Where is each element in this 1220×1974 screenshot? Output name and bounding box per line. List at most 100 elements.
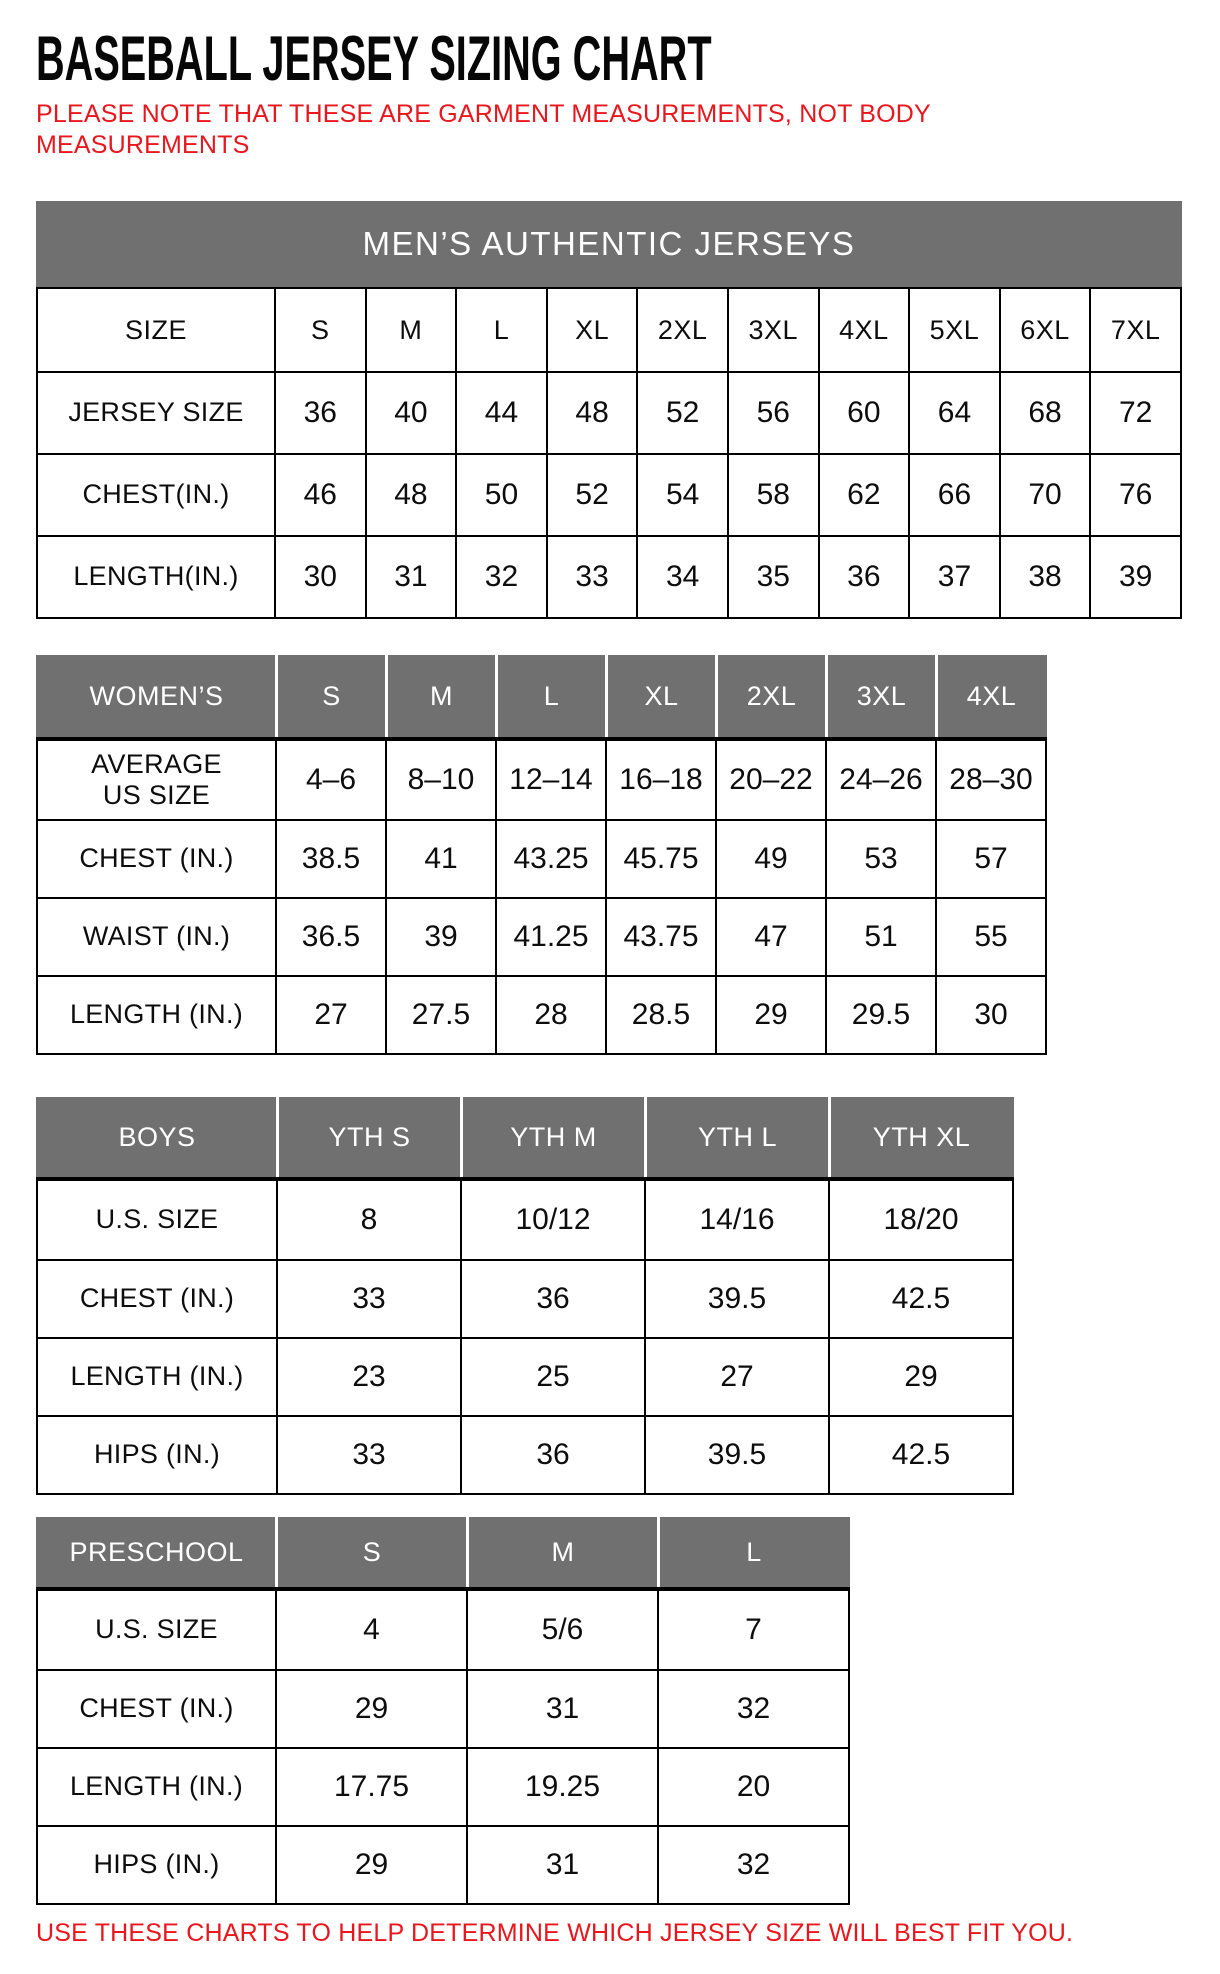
value-cell: 31: [364, 537, 456, 617]
preschool-sizing-table: PRESCHOOL S M L U.S. SIZE 4 5/6 7 CHEST (IN.) 29 3…: [36, 1517, 850, 1905]
value-cell: 76: [1089, 455, 1180, 535]
value-cell: 28–30: [935, 741, 1045, 819]
column-header-cell: YTH M: [460, 1097, 644, 1177]
value-cell: 20: [657, 1749, 848, 1825]
value-cell: 43.75: [605, 899, 715, 975]
table-row: AVERAGE US SIZE 4–6 8–10 12–14 16–18 20–22 24–…: [38, 741, 1045, 819]
column-header-cell: M: [364, 289, 456, 371]
column-header-cell: 6XL: [998, 289, 1090, 371]
table-row: LENGTH(IN.) 30 31 32 33 34 35 36 37 38 39: [38, 535, 1180, 617]
table-row: HIPS (IN.) 33 36 39.5 42.5: [38, 1415, 1012, 1493]
row-label-cell: CHEST (IN.): [79, 1283, 235, 1314]
value-cell: 52: [545, 455, 637, 535]
value-cell: 45.75: [605, 821, 715, 897]
value-cell: 58: [726, 455, 818, 535]
note-line-2: MEASUREMENTS: [36, 131, 250, 159]
row-label-cell: CHEST(IN.): [82, 479, 230, 510]
row-label-cell: WAIST (IN.): [82, 921, 231, 952]
column-header-cell: YTH S: [276, 1097, 460, 1177]
table-row: CHEST (IN.) 33 36 39.5 42.5: [38, 1259, 1012, 1337]
table-row: LENGTH (IN.) 27 27.5 28 28.5 29 29.5 30: [38, 975, 1045, 1053]
value-cell: 39.5: [644, 1261, 828, 1337]
column-header-cell: S: [275, 1517, 466, 1587]
value-cell: 23: [276, 1339, 460, 1415]
value-cell: 31: [466, 1671, 657, 1747]
table-row: WAIST (IN.) 36.5 39 41.25 43.75 47 51 55: [38, 897, 1045, 975]
table-row: CHEST (IN.) 29 31 32: [38, 1669, 848, 1747]
row-label-cell: HIPS (IN.): [93, 1849, 220, 1880]
row-label-cell: LENGTH(IN.): [73, 561, 239, 592]
table-row: LENGTH (IN.) 23 25 27 29: [38, 1337, 1012, 1415]
column-header-cell: 4XL: [935, 655, 1045, 737]
row-label-cell: LENGTH (IN.): [70, 1361, 244, 1392]
value-cell: 29: [715, 977, 825, 1053]
value-cell: 41: [385, 821, 495, 897]
boys-header-row: BOYS YTH S YTH M YTH L YTH XL: [36, 1097, 1014, 1181]
value-cell: 18/20: [828, 1181, 1012, 1259]
value-cell: 47: [715, 899, 825, 975]
preschool-header-row: PRESCHOOL S M L: [36, 1517, 850, 1591]
mens-table-banner: MEN’S AUTHENTIC JERSEYS: [36, 201, 1182, 287]
table-row: HIPS (IN.) 29 31 32: [38, 1825, 848, 1903]
column-header-cell: 2XL: [715, 655, 825, 737]
value-cell: 68: [998, 373, 1090, 453]
table-row: U.S. SIZE 8 10/12 14/16 18/20: [38, 1181, 1012, 1259]
womens-header-row: WOMEN’S S M L XL 2XL 3XL 4XL: [36, 655, 1047, 741]
value-cell: 57: [935, 821, 1045, 897]
value-cell: 29: [275, 1671, 466, 1747]
value-cell: 19.25: [466, 1749, 657, 1825]
value-cell: 14/16: [644, 1181, 828, 1259]
value-cell: 29.5: [825, 977, 935, 1053]
row-label-cell: U.S. SIZE: [95, 1204, 219, 1235]
column-header-cell: XL: [605, 655, 715, 737]
page-title: BASEBALL JERSEY SIZING CHART: [36, 24, 712, 94]
value-cell: 10/12: [460, 1181, 644, 1259]
garment-measurements-note: PLEASE NOTE THAT THESE ARE GARMENT MEASU…: [36, 99, 1200, 161]
value-cell: 4: [275, 1591, 466, 1669]
value-cell: 8–10: [385, 741, 495, 819]
value-cell: 46: [274, 455, 365, 535]
value-cell: 7: [657, 1591, 848, 1669]
value-cell: 38.5: [275, 821, 385, 897]
column-header-cell: YTH XL: [828, 1097, 1012, 1177]
value-cell: 64: [908, 373, 999, 453]
value-cell: 12–14: [495, 741, 605, 819]
column-header-cell: BOYS: [38, 1097, 276, 1177]
table-row: CHEST(IN.) 46 48 50 52 54 58 62 66 70 76: [38, 453, 1180, 535]
column-header-cell: 2XL: [636, 289, 727, 371]
column-header-cell: S: [274, 289, 365, 371]
value-cell: 66: [908, 455, 999, 535]
value-cell: 5/6: [466, 1591, 657, 1669]
column-header-cell: SIZE: [124, 314, 187, 345]
value-cell: 54: [636, 455, 727, 535]
value-cell: 52: [636, 373, 727, 453]
table-row: JERSEY SIZE 36 40 44 48 52 56 60 64 68 72: [38, 371, 1180, 453]
footer-note: USE THESE CHARTS TO HELP DETERMINE WHICH…: [36, 1919, 1074, 1947]
value-cell: 51: [825, 899, 935, 975]
row-label-cell: HIPS (IN.): [93, 1439, 220, 1470]
value-cell: 56: [726, 373, 818, 453]
value-cell: 36: [460, 1417, 644, 1493]
mens-table-body: SIZE S M L XL 2XL 3XL 4XL 5XL 6XL 7XL JERSEY SIZE 36…: [36, 287, 1182, 619]
row-label-cell: U.S. SIZE: [95, 1614, 218, 1645]
value-cell: 16–18: [605, 741, 715, 819]
column-header-cell: L: [455, 289, 546, 371]
value-cell: 30: [274, 537, 365, 617]
column-header-cell: S: [275, 655, 385, 737]
value-cell: 17.75: [275, 1749, 466, 1825]
mens-header-row: SIZE S M L XL 2XL 3XL 4XL 5XL 6XL 7XL: [38, 289, 1180, 371]
value-cell: 27.5: [385, 977, 495, 1053]
row-label-cell: LENGTH (IN.): [69, 1771, 244, 1802]
value-cell: 53: [825, 821, 935, 897]
mens-sizing-table: MEN’S AUTHENTIC JERSEYS SIZE S M L XL 2XL 3XL 4X…: [36, 201, 1182, 619]
table-row: LENGTH (IN.) 17.75 19.25 20: [38, 1747, 848, 1825]
value-cell: 28.5: [605, 977, 715, 1053]
value-cell: 27: [275, 977, 385, 1053]
column-header-cell: 3XL: [825, 655, 935, 737]
boys-sizing-table: BOYS YTH S YTH M YTH L YTH XL U.S. SIZE 8 10/12…: [36, 1097, 1014, 1495]
value-cell: 42.5: [828, 1261, 1012, 1337]
column-header-cell: WOMEN’S: [38, 655, 275, 737]
value-cell: 39.5: [644, 1417, 828, 1493]
value-cell: 32: [657, 1671, 848, 1747]
column-header-cell: L: [657, 1517, 848, 1587]
